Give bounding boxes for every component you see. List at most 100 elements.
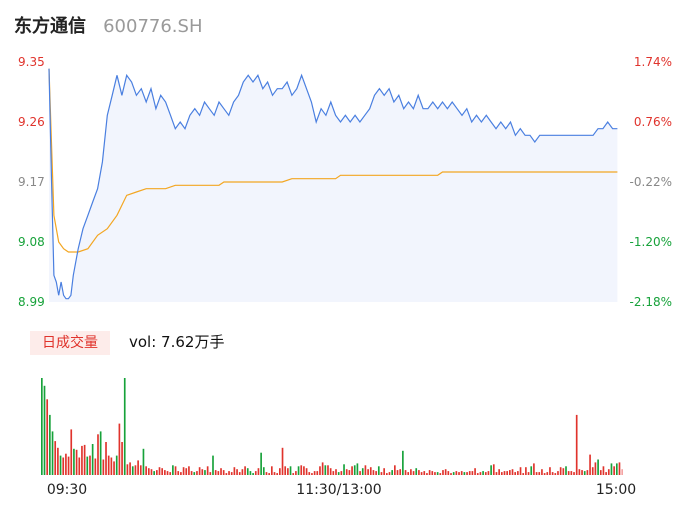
percent-tick-label: 0.76% — [634, 115, 672, 129]
volume-bar — [498, 469, 500, 475]
volume-bar — [591, 467, 594, 475]
volume-bar — [204, 470, 206, 475]
volume-bar — [284, 466, 287, 475]
volume-bar — [583, 471, 586, 475]
volume-bar — [530, 466, 533, 475]
volume-bar — [177, 471, 180, 475]
price-tick-label: 9.08 — [18, 235, 45, 249]
volume-bar — [372, 470, 375, 475]
volume-bar — [444, 469, 447, 475]
volume-badge[interactable]: 日成交量 — [30, 331, 110, 355]
volume-bar — [613, 466, 615, 475]
price-tick-label: 9.17 — [18, 175, 45, 189]
volume-bar — [94, 458, 97, 475]
volume-bar — [62, 457, 65, 475]
volume-bar — [607, 469, 610, 475]
volume-bar — [83, 444, 86, 475]
volume-bar — [410, 469, 412, 475]
volume-bar — [134, 465, 137, 475]
volume-bar — [164, 470, 166, 475]
volume-bar — [180, 472, 182, 475]
volume-bar — [217, 471, 220, 475]
volume-bar — [570, 471, 573, 475]
volume-bar — [169, 472, 172, 475]
stock-code: 600776.SH — [103, 16, 203, 37]
volume-bar — [439, 473, 442, 475]
volume-bar — [447, 471, 450, 475]
volume-bar — [206, 466, 209, 475]
volume-bar — [196, 471, 198, 475]
volume-bar — [615, 463, 618, 475]
volume-bar — [158, 467, 161, 475]
volume-bar — [575, 414, 578, 475]
volume-bar — [89, 455, 91, 475]
volume-bar — [260, 452, 262, 475]
volume-bar — [97, 434, 99, 475]
time-tick-label: 09:30 — [47, 482, 87, 498]
volume-bar — [482, 471, 484, 475]
volume-bar — [407, 472, 410, 475]
volume-bar — [423, 471, 426, 475]
volume-bar — [487, 471, 490, 475]
volume-bar — [562, 468, 565, 475]
stock-name: 东方通信 — [14, 16, 86, 37]
volume-bar — [279, 468, 281, 475]
volume-bar — [404, 470, 407, 475]
volume-bar — [431, 471, 434, 475]
volume-bar — [412, 471, 415, 475]
volume-bar — [484, 472, 487, 475]
volume-bar — [450, 473, 452, 475]
volume-bar — [567, 471, 570, 475]
volume-bar — [551, 472, 554, 475]
volume-bar — [340, 471, 343, 475]
volume-bar — [559, 467, 562, 475]
volume-bar — [113, 461, 115, 475]
volume-bar — [57, 447, 59, 475]
volume-bar — [105, 442, 107, 475]
volume-bar — [533, 463, 535, 475]
volume-bar — [268, 473, 270, 475]
volume-bar — [345, 469, 348, 475]
volume-bar — [305, 468, 308, 475]
price-tick-label: 9.26 — [18, 115, 45, 129]
volume-bar — [369, 467, 372, 475]
volume-bar — [110, 457, 113, 475]
volume-bar — [399, 469, 402, 475]
volume-bar — [281, 447, 284, 475]
percent-tick-label: -2.18% — [630, 295, 672, 309]
volume-bar — [254, 471, 257, 475]
time-tick-label: 15:00 — [596, 482, 636, 498]
volume-bar — [297, 466, 300, 475]
volume-bar — [394, 465, 396, 475]
volume-bar — [337, 472, 340, 475]
volume-bar — [308, 472, 311, 475]
volume-bar — [233, 467, 236, 475]
volume-bar — [329, 468, 332, 475]
percent-tick-label: 1.74% — [634, 55, 672, 69]
volume-bar — [356, 463, 359, 475]
volume-bar — [418, 470, 420, 475]
volume-bar — [466, 472, 468, 475]
volume-bar — [490, 465, 492, 475]
volume-bar — [471, 471, 474, 475]
volume-bar — [519, 467, 522, 475]
volume-bar — [91, 444, 94, 475]
volume-bar — [230, 472, 233, 475]
volume-bar — [75, 449, 78, 475]
volume-bar — [442, 470, 444, 475]
volume-bar — [343, 464, 345, 475]
volume-bar — [107, 455, 110, 475]
volume-bar — [420, 472, 423, 475]
volume-bar — [147, 468, 150, 475]
volume-bar — [549, 467, 551, 475]
volume-bar — [597, 459, 599, 475]
volume-bar — [265, 472, 268, 475]
volume-bar — [99, 431, 102, 475]
volume-bar — [621, 469, 623, 475]
price-line — [48, 68, 618, 300]
volume-bar — [455, 471, 458, 475]
volume-bar — [503, 471, 506, 475]
volume-bar — [332, 471, 335, 475]
volume-bar — [78, 457, 81, 475]
volume-bar — [383, 468, 385, 475]
